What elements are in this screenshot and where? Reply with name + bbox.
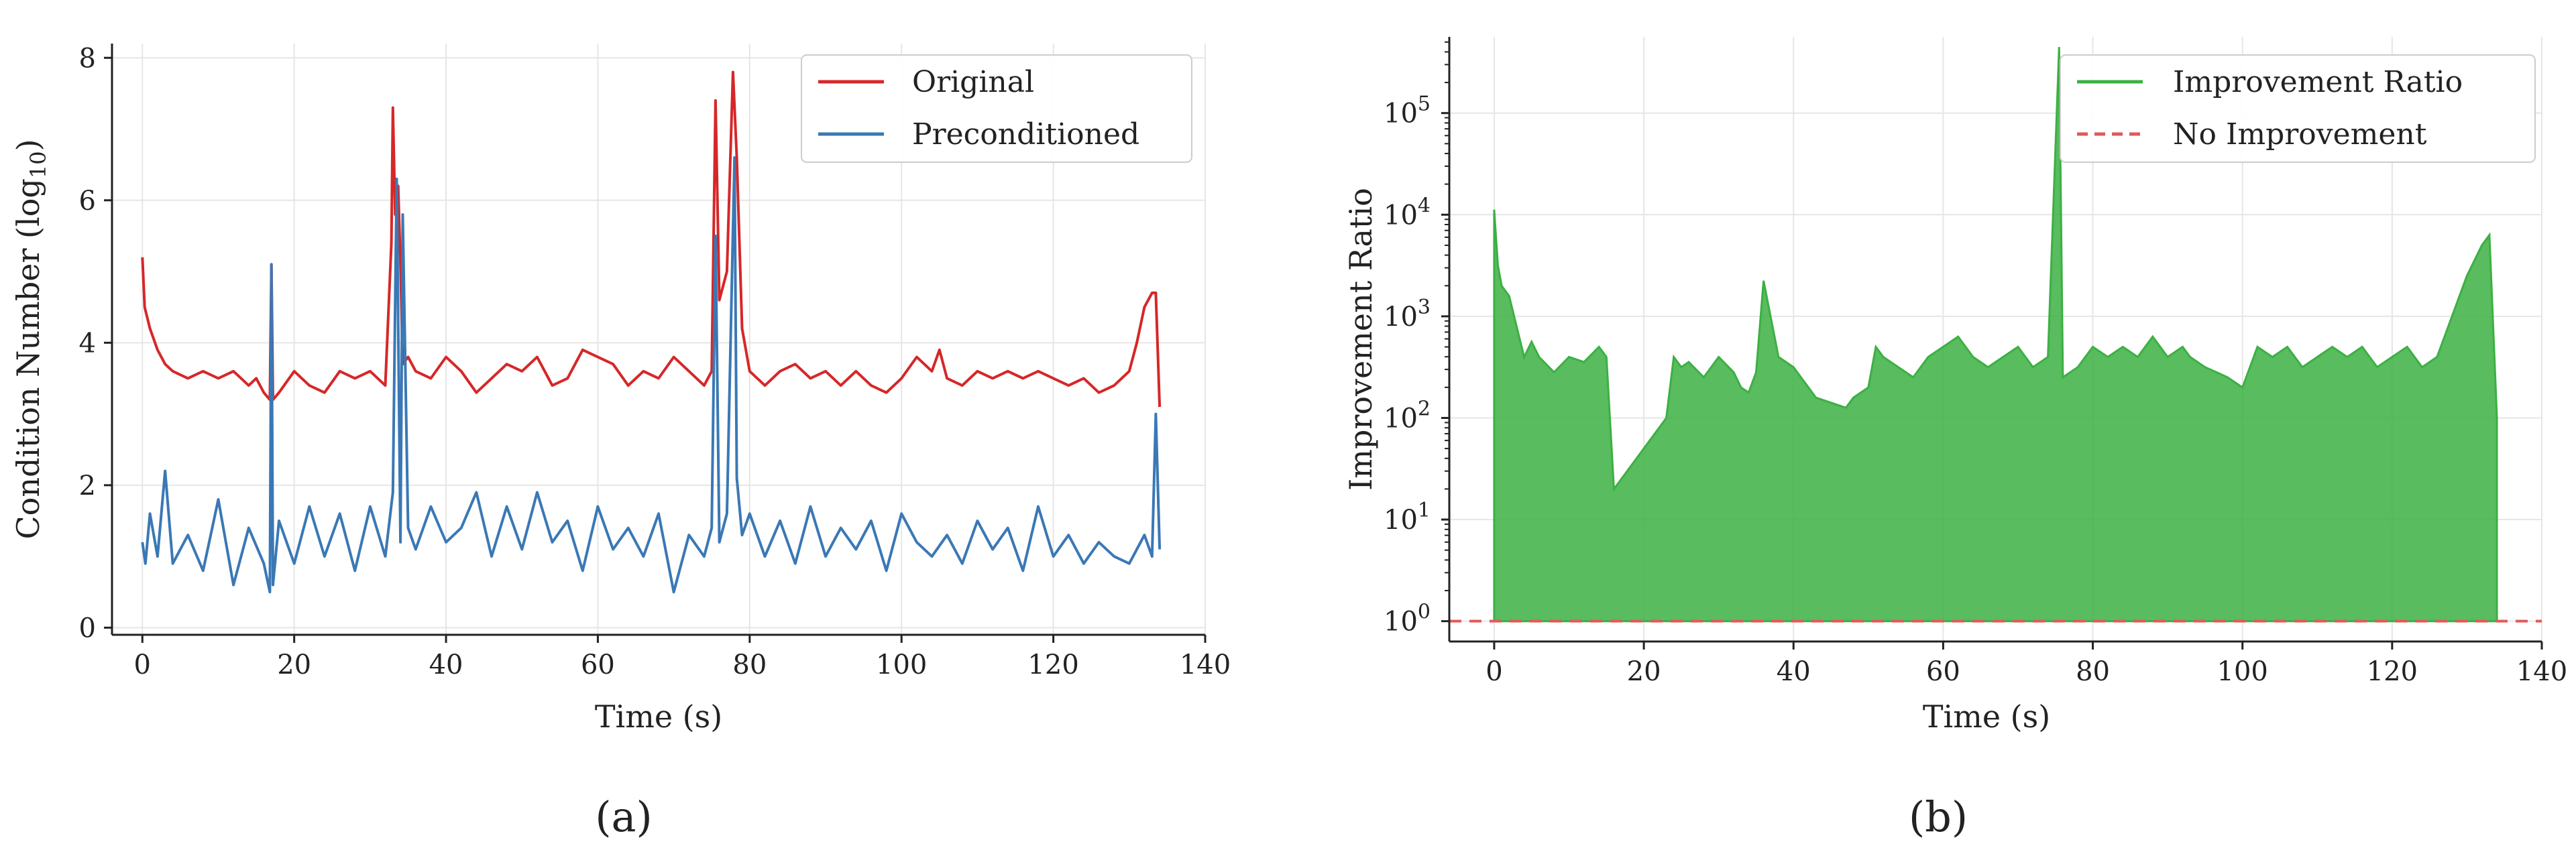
chart-b-ytick-label-5: 105 [1384, 93, 1431, 129]
chart-b-xtick-label-1: 20 [1627, 656, 1661, 687]
chart-a-xlabel: Time (s) [595, 698, 722, 735]
legend-improvement-ratio-label: Improvement Ratio [2173, 65, 2463, 99]
chart-a-xtick-label-4: 80 [732, 650, 767, 680]
chart-b-xtick-label-4: 80 [2076, 656, 2110, 687]
chart-a-ytick-label-2: 4 [79, 328, 96, 359]
legend-no-improvement-label: No Improvement [2173, 117, 2427, 151]
chart-b-ytick-label-4: 104 [1384, 194, 1431, 231]
chart-b-xtick-label-7: 140 [2516, 656, 2567, 687]
chart-b-plot-area [1449, 47, 2542, 623]
chart-b-xtick-label-5: 100 [2217, 656, 2268, 687]
chart-b-ylabel: Improvement Ratio [1343, 188, 1379, 491]
chart-a-series-preconditioned-line [141, 156, 1162, 594]
chart-a-xtick-label-2: 40 [429, 650, 463, 680]
chart-a-ytick-label-3: 6 [79, 186, 96, 217]
chart-b-ytick-label-1: 101 [1384, 499, 1431, 536]
panel-label-a: (a) [595, 792, 652, 841]
chart-b-xlabel: Time (s) [1923, 698, 2050, 735]
chart-a-plot-area [141, 70, 1162, 594]
chart-a-xtick-label-0: 0 [134, 650, 151, 680]
chart-b-ytick-label-0: 100 [1384, 601, 1431, 637]
legend-original-label: Original [912, 65, 1034, 99]
chart-a-ytick-label-1: 2 [79, 471, 96, 501]
panel-label-b: (b) [1909, 792, 1968, 841]
chart-b-xtick-label-6: 120 [2367, 656, 2418, 687]
chart-a-xtick-label-7: 140 [1180, 650, 1231, 680]
chart-b-ytick-label-3: 103 [1384, 296, 1431, 332]
chart-a-ytick-label-0: 0 [79, 613, 96, 644]
chart-b-xtick-label-3: 60 [1926, 656, 1960, 687]
chart-a-xtick-label-6: 120 [1027, 650, 1078, 680]
chart-a-xtick-label-3: 60 [581, 650, 615, 680]
chart-b-series-improvement-ratio-area [1493, 47, 2498, 623]
chart-a-ticks: 0 20 40 60 80 100 120 140 0 2 4 6 8 [79, 43, 1231, 680]
chart-b-ticks: 0 20 40 60 80 100 120 140 100 101 102 103 104 105 [1384, 41, 2567, 687]
chart-b-xtick-label-0: 0 [1486, 656, 1502, 687]
legend-preconditioned-label: Preconditioned [912, 117, 1139, 151]
chart-a-xtick-label-5: 100 [876, 650, 927, 680]
chart-b: 0 20 40 60 80 100 120 140 100 101 102 103 104 105 Tim… [1343, 37, 2567, 841]
chart-a: 0 20 40 60 80 100 120 140 0 2 4 6 8 Time (s) Conditi… [10, 43, 1231, 841]
chart-b-legend: Improvement Ratio No Improvement [2060, 54, 2536, 163]
chart-b-xtick-label-2: 40 [1777, 656, 1811, 687]
chart-a-ylabel: Condition Number (log10) [10, 139, 51, 539]
chart-a-xtick-label-1: 20 [277, 650, 311, 680]
chart-a-legend: Original Preconditioned [801, 54, 1192, 163]
chart-b-ytick-label-2: 102 [1384, 397, 1431, 434]
chart-a-ytick-label-4: 8 [79, 43, 96, 74]
